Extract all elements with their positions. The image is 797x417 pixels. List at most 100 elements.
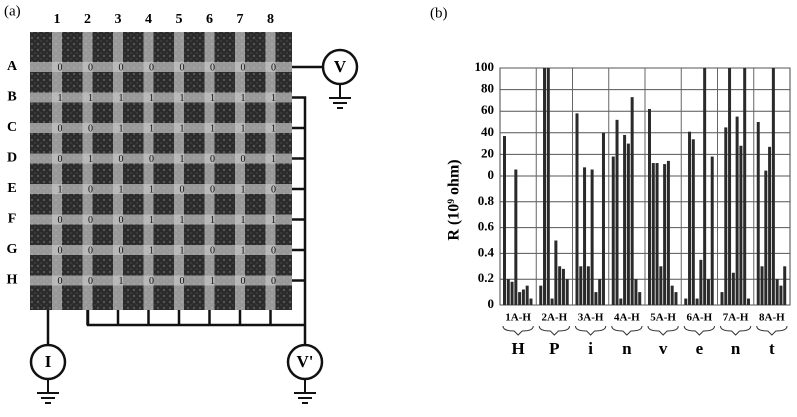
bar <box>638 292 642 305</box>
bar <box>648 109 651 305</box>
bit: 1 <box>271 123 276 134</box>
row-wire <box>30 92 292 103</box>
bit: 0 <box>180 62 185 73</box>
bit: 1 <box>271 154 276 165</box>
bit: 1 <box>180 245 185 256</box>
bar <box>575 113 579 305</box>
x-tick-label: 3A-H <box>578 312 604 324</box>
bar <box>775 279 779 305</box>
row-wire <box>30 184 292 194</box>
column-wire <box>174 32 184 310</box>
bit: 1 <box>271 93 276 104</box>
bar <box>731 272 735 305</box>
bar <box>779 285 783 305</box>
x-tick-label: 4A-H <box>614 312 640 324</box>
bar <box>518 292 522 305</box>
bit: 1 <box>119 123 124 134</box>
bar <box>543 68 547 305</box>
bar <box>601 132 605 305</box>
y-tick-label: 0 <box>488 296 495 311</box>
bar <box>521 289 525 305</box>
bar <box>651 163 655 305</box>
letter: n <box>731 339 741 358</box>
bit: 0 <box>88 215 93 226</box>
bit: 0 <box>271 184 276 195</box>
bar <box>735 116 739 305</box>
column-label: 4 <box>145 12 152 27</box>
bar <box>594 292 598 305</box>
bit: 1 <box>149 215 154 226</box>
bar <box>510 281 514 305</box>
letter: P <box>549 339 559 358</box>
bar <box>503 136 506 305</box>
row-wire <box>30 275 292 286</box>
row-wire <box>30 62 292 72</box>
bar <box>746 298 750 305</box>
bit: 1 <box>88 93 93 104</box>
y-tick-label: 0.4 <box>478 244 495 259</box>
brace <box>575 325 607 336</box>
bit: 0 <box>271 276 276 287</box>
bar <box>546 68 550 305</box>
bit: 1 <box>210 93 215 104</box>
row-wire <box>30 214 292 225</box>
bar <box>615 119 619 305</box>
bit: 1 <box>210 215 215 226</box>
brace <box>647 325 679 336</box>
bit: 1 <box>180 154 185 165</box>
meter-label: V' <box>297 352 314 371</box>
y-tick-label: 0 <box>488 167 495 182</box>
meter-label: V <box>334 57 347 76</box>
bar <box>768 146 772 305</box>
bit: 1 <box>58 184 63 195</box>
panel-label: (a) <box>4 3 21 19</box>
bit: 0 <box>241 276 246 287</box>
bit: 1 <box>149 245 154 256</box>
meter-label: I <box>45 352 52 371</box>
column-label: 6 <box>206 12 213 27</box>
row-label: C <box>7 120 17 135</box>
x-tick-label: 8A-H <box>759 312 785 324</box>
bit: 0 <box>210 62 215 73</box>
bar <box>525 285 529 305</box>
array-image <box>30 32 292 310</box>
bar <box>634 279 638 305</box>
bit: 0 <box>149 62 154 73</box>
bar <box>728 68 732 305</box>
bit: 0 <box>119 154 124 165</box>
y-tick-label: 0.6 <box>478 219 495 234</box>
bit: 1 <box>119 184 124 195</box>
letter: t <box>769 339 775 358</box>
column-wire <box>82 32 93 310</box>
wire <box>292 96 307 345</box>
y-tick-label: 60 <box>481 102 494 117</box>
bit: 0 <box>271 62 276 73</box>
bit: 1 <box>119 93 124 104</box>
bar <box>706 279 710 305</box>
bar <box>514 169 518 305</box>
brace <box>611 325 643 336</box>
bar <box>655 163 659 305</box>
bit: 1 <box>241 123 246 134</box>
brace <box>683 325 715 336</box>
bit: 1 <box>210 123 215 134</box>
brace <box>756 325 788 336</box>
bar <box>688 131 692 305</box>
bar <box>558 266 562 305</box>
brace <box>720 325 752 336</box>
panel-label: (b) <box>430 5 448 21</box>
row-wire <box>30 153 292 164</box>
bit: 0 <box>58 245 63 256</box>
bar <box>539 285 543 305</box>
bar <box>630 97 634 305</box>
row-label: A <box>7 59 18 74</box>
bit: 0 <box>210 245 215 256</box>
bit: 1 <box>149 123 154 134</box>
bar <box>783 266 787 305</box>
bar <box>760 266 764 305</box>
column-label: 7 <box>237 12 244 27</box>
bar <box>583 167 587 305</box>
column-wire <box>204 32 215 310</box>
bit: 1 <box>119 276 124 287</box>
bit: 0 <box>241 62 246 73</box>
